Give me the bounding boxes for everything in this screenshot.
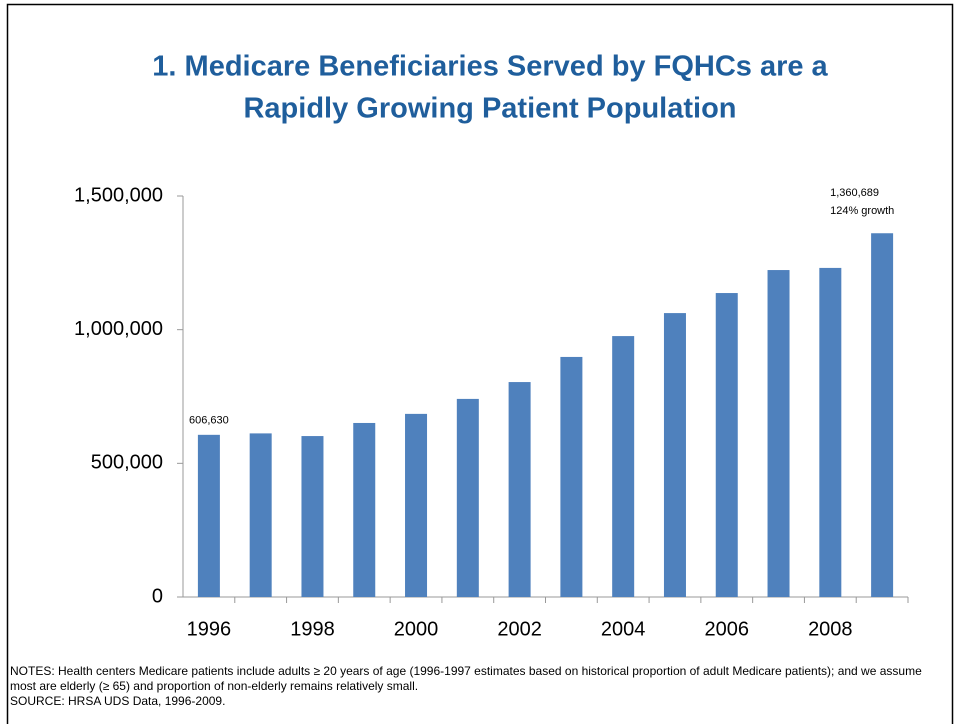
- bar: [301, 436, 324, 597]
- data-label: 606,630: [189, 415, 229, 427]
- bar: [612, 336, 635, 597]
- y-tick-label: 500,000: [91, 452, 163, 474]
- x-tick-label: 2008: [808, 618, 853, 640]
- slide-frame: [6, 3, 954, 724]
- bar: [508, 382, 531, 597]
- source-text: SOURCE: HRSA UDS Data, 1996-2009.: [10, 694, 226, 708]
- bar: [767, 270, 790, 597]
- y-tick-label: 1,500,000: [74, 184, 163, 206]
- y-tick-label: 0: [152, 585, 163, 607]
- bar: [456, 398, 479, 597]
- bar: [249, 433, 272, 597]
- bar: [819, 267, 842, 597]
- bar: [353, 422, 376, 597]
- x-tick-label: 2002: [497, 618, 542, 640]
- bar: [871, 233, 894, 597]
- y-tick-label: 1,000,000: [74, 318, 163, 340]
- x-tick-label: 2000: [394, 618, 439, 640]
- chart-title: 1. Medicare Beneficiaries Served by FQHC…: [152, 51, 828, 83]
- bar: [405, 413, 428, 597]
- chart-title: Rapidly Growing Patient Population: [243, 93, 736, 125]
- annotation: 124% growth: [830, 205, 894, 217]
- notes: NOTES: Health centers Medicare patients …: [10, 664, 940, 709]
- x-tick-label: 2004: [601, 618, 646, 640]
- bar: [560, 356, 583, 597]
- data-label: 1,360,689: [830, 187, 879, 199]
- x-tick-label: 1996: [187, 618, 232, 640]
- bar: [197, 434, 220, 597]
- bar: [663, 313, 686, 597]
- bar: [715, 293, 738, 597]
- x-tick-label: 1998: [290, 618, 335, 640]
- notes-text: NOTES: Health centers Medicare patients …: [10, 664, 922, 693]
- x-tick-label: 2006: [705, 618, 750, 640]
